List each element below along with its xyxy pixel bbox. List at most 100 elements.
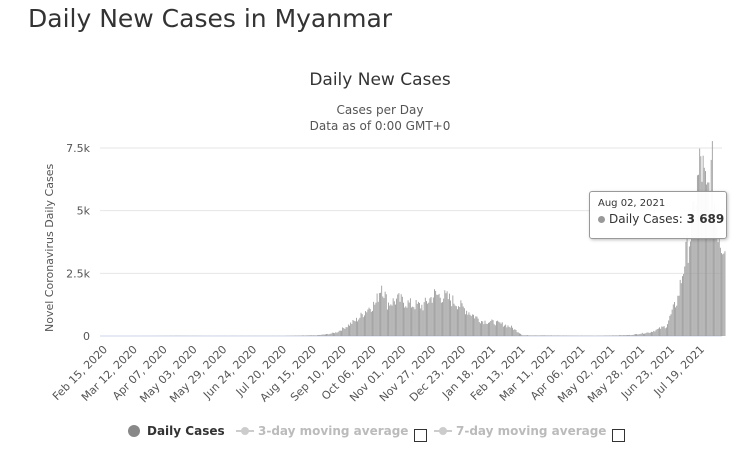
daily-cases-bar[interactable] xyxy=(662,326,664,336)
daily-cases-bar[interactable] xyxy=(484,320,486,336)
daily-cases-bar[interactable] xyxy=(692,201,694,336)
daily-cases-bar[interactable] xyxy=(443,298,445,336)
daily-cases-bar[interactable] xyxy=(482,321,484,336)
daily-cases-bar[interactable] xyxy=(324,334,326,336)
daily-cases-bar[interactable] xyxy=(341,330,342,336)
daily-cases-bar[interactable] xyxy=(411,307,412,336)
daily-cases-bar[interactable] xyxy=(329,333,331,336)
daily-cases-bar[interactable] xyxy=(684,266,686,336)
daily-cases-bar[interactable] xyxy=(556,335,558,336)
daily-cases-bar[interactable] xyxy=(536,335,538,336)
daily-cases-bar[interactable] xyxy=(471,314,473,336)
daily-cases-bar[interactable] xyxy=(319,334,321,336)
daily-cases-bar[interactable] xyxy=(415,299,417,336)
daily-cases-bar[interactable] xyxy=(424,297,426,336)
daily-cases-bar[interactable] xyxy=(414,309,416,336)
daily-cases-bar[interactable] xyxy=(612,335,613,336)
daily-cases-bar[interactable] xyxy=(461,303,463,336)
daily-cases-bar[interactable] xyxy=(707,182,709,336)
daily-cases-bar[interactable] xyxy=(532,335,534,336)
daily-cases-bar[interactable] xyxy=(718,238,720,336)
daily-cases-bar[interactable] xyxy=(489,322,491,336)
daily-cases-bar[interactable] xyxy=(447,299,449,336)
daily-cases-bar[interactable] xyxy=(679,279,681,336)
daily-cases-bar[interactable] xyxy=(670,314,672,336)
daily-cases-bar[interactable] xyxy=(448,293,450,336)
daily-cases-bar[interactable] xyxy=(478,322,480,336)
daily-cases-bar[interactable] xyxy=(555,335,557,336)
daily-cases-bar[interactable] xyxy=(501,322,503,336)
daily-cases-bar[interactable] xyxy=(470,316,472,336)
daily-cases-bar[interactable] xyxy=(310,335,311,336)
daily-cases-bar[interactable] xyxy=(436,294,438,336)
daily-cases-bar[interactable] xyxy=(349,325,350,336)
daily-cases-bar[interactable] xyxy=(630,335,632,336)
daily-cases-bar[interactable] xyxy=(454,305,456,336)
daily-cases-bar[interactable] xyxy=(543,335,544,336)
daily-cases-bar[interactable] xyxy=(485,323,487,336)
daily-cases-bar[interactable] xyxy=(663,326,665,336)
daily-cases-bar[interactable] xyxy=(643,333,644,336)
daily-cases-bar[interactable] xyxy=(699,148,701,336)
daily-cases-bar[interactable] xyxy=(333,332,334,336)
daily-cases-bar[interactable] xyxy=(677,295,679,336)
daily-cases-bar[interactable] xyxy=(538,335,540,336)
daily-cases-bar[interactable] xyxy=(716,226,718,336)
daily-cases-bar[interactable] xyxy=(342,327,344,336)
daily-cases-bar[interactable] xyxy=(640,333,642,336)
daily-cases-bar[interactable] xyxy=(426,301,427,336)
daily-cases-bar[interactable] xyxy=(700,156,702,336)
daily-cases-bar[interactable] xyxy=(473,314,474,336)
7-day-average-checkbox[interactable] xyxy=(612,429,625,442)
daily-cases-bar[interactable] xyxy=(520,333,522,336)
daily-cases-bar[interactable] xyxy=(372,310,373,336)
daily-cases-bar[interactable] xyxy=(664,328,666,336)
legend-item-3-day-average[interactable]: 3-day moving average xyxy=(236,424,408,438)
daily-cases-bar[interactable] xyxy=(303,335,305,336)
daily-cases-bar[interactable] xyxy=(390,304,392,336)
daily-cases-bar[interactable] xyxy=(607,335,609,336)
daily-cases-bar[interactable] xyxy=(525,335,527,336)
daily-cases-bar[interactable] xyxy=(445,293,447,336)
daily-cases-bar[interactable] xyxy=(660,328,662,336)
daily-cases-bar[interactable] xyxy=(312,335,314,336)
daily-cases-bar[interactable] xyxy=(613,335,615,336)
daily-cases-bar[interactable] xyxy=(510,325,512,336)
daily-cases-bar[interactable] xyxy=(488,322,489,336)
daily-cases-bar[interactable] xyxy=(535,335,536,336)
daily-cases-bar[interactable] xyxy=(442,302,443,336)
daily-cases-bar[interactable] xyxy=(308,335,310,336)
daily-cases-bar[interactable] xyxy=(360,312,362,336)
daily-cases-bar[interactable] xyxy=(559,335,561,336)
daily-cases-bar[interactable] xyxy=(321,334,323,336)
daily-cases-bar[interactable] xyxy=(497,320,499,336)
legend-item-daily-cases[interactable]: Daily Cases xyxy=(128,424,225,438)
daily-cases-bar[interactable] xyxy=(616,335,618,336)
daily-cases-bar[interactable] xyxy=(639,333,641,336)
daily-cases-bar[interactable] xyxy=(353,320,355,336)
daily-cases-bar[interactable] xyxy=(502,326,504,336)
daily-cases-bar[interactable] xyxy=(541,335,543,336)
daily-cases-bar[interactable] xyxy=(302,335,303,336)
daily-cases-bar[interactable] xyxy=(714,203,716,336)
daily-cases-bar[interactable] xyxy=(362,317,364,336)
daily-cases-bar[interactable] xyxy=(465,314,466,336)
daily-cases-bar[interactable] xyxy=(323,334,325,336)
daily-cases-bar[interactable] xyxy=(646,332,648,336)
daily-cases-bar[interactable] xyxy=(723,253,725,336)
daily-cases-bar[interactable] xyxy=(695,204,697,336)
daily-cases-bar[interactable] xyxy=(347,324,349,336)
daily-cases-bar[interactable] xyxy=(701,181,703,336)
daily-cases-bar[interactable] xyxy=(649,332,651,336)
daily-cases-bar[interactable] xyxy=(384,291,386,336)
daily-cases-bar[interactable] xyxy=(667,324,668,336)
daily-cases-bar[interactable] xyxy=(476,316,478,336)
daily-cases-bar[interactable] xyxy=(437,294,439,336)
daily-cases-bar[interactable] xyxy=(444,290,446,336)
daily-cases-bar[interactable] xyxy=(385,294,387,336)
daily-cases-bar[interactable] xyxy=(605,335,606,336)
daily-cases-bar[interactable] xyxy=(466,310,468,336)
daily-cases-bar[interactable] xyxy=(550,335,551,336)
legend-item-7-day-average[interactable]: 7-day moving average xyxy=(434,424,606,438)
daily-cases-bar[interactable] xyxy=(566,335,567,336)
